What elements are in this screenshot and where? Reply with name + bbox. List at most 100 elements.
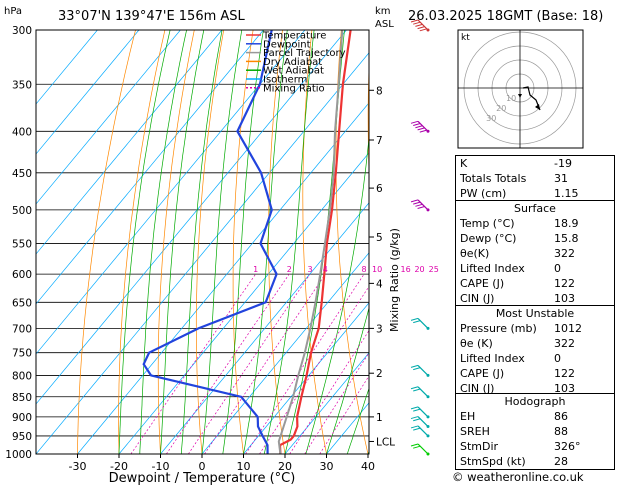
wind-barb-flag [417, 127, 425, 131]
storm-motion-marker [518, 94, 522, 98]
legend-entry: Temperature [262, 31, 326, 42]
wind-barb-flag [417, 206, 425, 209]
panel-row: PW (cm) 1.15 [456, 186, 614, 201]
pressure-tick-label: 750 [12, 348, 32, 360]
wind-barb-station [426, 373, 430, 377]
wind-barb-station [426, 425, 430, 429]
wind-barb-flag [410, 425, 419, 429]
wind-barb-flag [413, 408, 421, 412]
panel-row-label: θe(K) [460, 247, 490, 260]
dry-adiabat-line [195, 30, 225, 454]
pressure-tick-label: 850 [12, 392, 32, 404]
pressure-tick-label: 600 [12, 269, 32, 281]
wet-adiabat-line [263, 30, 315, 454]
wet-adiabat-line [305, 134, 369, 454]
datetime-title: 26.03.2025 18GMT (Base: 18) [408, 9, 603, 24]
dry-adiabat-line [157, 30, 195, 454]
panel-row-value: 103 [554, 382, 575, 395]
panel-row-label: StmDir [460, 440, 499, 453]
isotherm-line [243, 302, 369, 454]
wind-barb-station [426, 415, 430, 419]
km-tick-label: 8 [376, 85, 383, 97]
panel-row-value: 103 [554, 292, 575, 305]
panel-row-value: 1012 [554, 322, 582, 335]
panel-row-value: 322 [554, 247, 575, 260]
location-title: 33°07'N 139°47'E 156m ASL [58, 9, 246, 24]
mixing-ratio-label: 1 [253, 265, 258, 274]
x-axis-label: Dewpoint / Temperature (°C) [109, 471, 296, 486]
isotherm-line [160, 202, 369, 454]
wet-adiabat-line [201, 30, 243, 454]
km-tick-label: 1 [376, 412, 383, 424]
panel-row-value: 31 [554, 172, 568, 185]
pressure-tick-label: 1000 [5, 449, 32, 461]
wind-barb-flag [410, 364, 419, 368]
panel-row: EH 86 [456, 409, 614, 424]
panel-row-label: CAPE (J) [460, 277, 505, 290]
panel-row-label: EH [460, 410, 476, 423]
wind-barb-flag [419, 28, 427, 32]
panel-row: CAPE (J) 122 [456, 366, 614, 381]
panel-row: Dewp (°C) 15.8 [456, 231, 614, 246]
hodograph-ring-label: 10 [506, 94, 516, 103]
panel-row-value: 326° [554, 440, 581, 453]
isotherm-line [201, 252, 369, 454]
mixing-ratio-label: 2 [287, 265, 292, 274]
panel-title: Hodograph [504, 395, 566, 408]
pressure-tick-label: 900 [12, 412, 32, 424]
panel-row-label: SREH [460, 425, 490, 438]
wind-barb-flag [410, 317, 419, 321]
x-tick-label: -10 [152, 460, 170, 473]
wind-barb-flag [410, 406, 419, 410]
wind-barb-station [426, 129, 430, 133]
wind-barb-flag [415, 125, 423, 129]
mixing-ratio-label: 3 [307, 265, 312, 274]
x-tick-label: -20 [110, 460, 128, 473]
wind-barb [417, 120, 429, 132]
pressure-tick-label: 800 [12, 370, 32, 382]
pressure-tick-label: 400 [12, 126, 32, 138]
panel-row-value: 0 [554, 352, 561, 365]
wind-barb [417, 386, 429, 398]
panel-row: StmDir 326° [456, 439, 614, 454]
km-tick-label: 7 [376, 135, 383, 147]
wind-barb-flag [419, 129, 427, 133]
panel-row-label: Pressure (mb) [460, 322, 537, 335]
wind-barb [417, 199, 429, 211]
mixing-ratio-label: 10 [372, 265, 382, 274]
x-tick-label: 0 [199, 460, 206, 473]
wind-barb-flag [413, 320, 421, 324]
panel-row-label: PW (cm) [460, 187, 507, 200]
panel-row-label: θe (K) [460, 337, 493, 350]
legend-entry: Mixing Ratio [263, 83, 325, 94]
wind-barb-station [426, 28, 430, 32]
x-tick-label: -30 [69, 460, 87, 473]
panel-row-label: Totals Totals [460, 172, 527, 185]
hodograph-trace [522, 86, 541, 111]
wet-adiabat-line [222, 30, 264, 454]
panel-row-label: Lifted Index [460, 352, 525, 365]
km-unit-label: km [375, 6, 391, 17]
dry-adiabat-line [302, 30, 327, 454]
isotherm-line [36, 30, 223, 255]
x-tick-label: 20 [278, 460, 292, 473]
indices-panel: K -19 Totals Totals 31 PW (cm) 1.15 [455, 155, 615, 202]
km-tick-label: 5 [376, 232, 383, 244]
wind-barb-flag [410, 386, 419, 390]
panel-row-value: 88 [554, 425, 568, 438]
km-tick-label: 2 [376, 368, 383, 380]
mixing-ratio-label: 25 [429, 265, 439, 274]
wet-adiabat-line [160, 30, 205, 454]
wind-barb [417, 416, 429, 427]
wind-barb-flag [413, 201, 421, 205]
panel-title: Surface [514, 202, 556, 215]
pressure-tick-label: 450 [12, 168, 32, 180]
copyright-footer: © weatheronline.co.uk [452, 470, 584, 484]
pressure-tick-label: 550 [12, 238, 32, 250]
panel-row: Temp (°C) 18.9 [456, 216, 614, 231]
mixing-ratio-line [130, 273, 256, 454]
y2-axis-label: Mixing Ratio (g/kg) [388, 228, 401, 332]
wind-barb-flag [410, 19, 419, 23]
